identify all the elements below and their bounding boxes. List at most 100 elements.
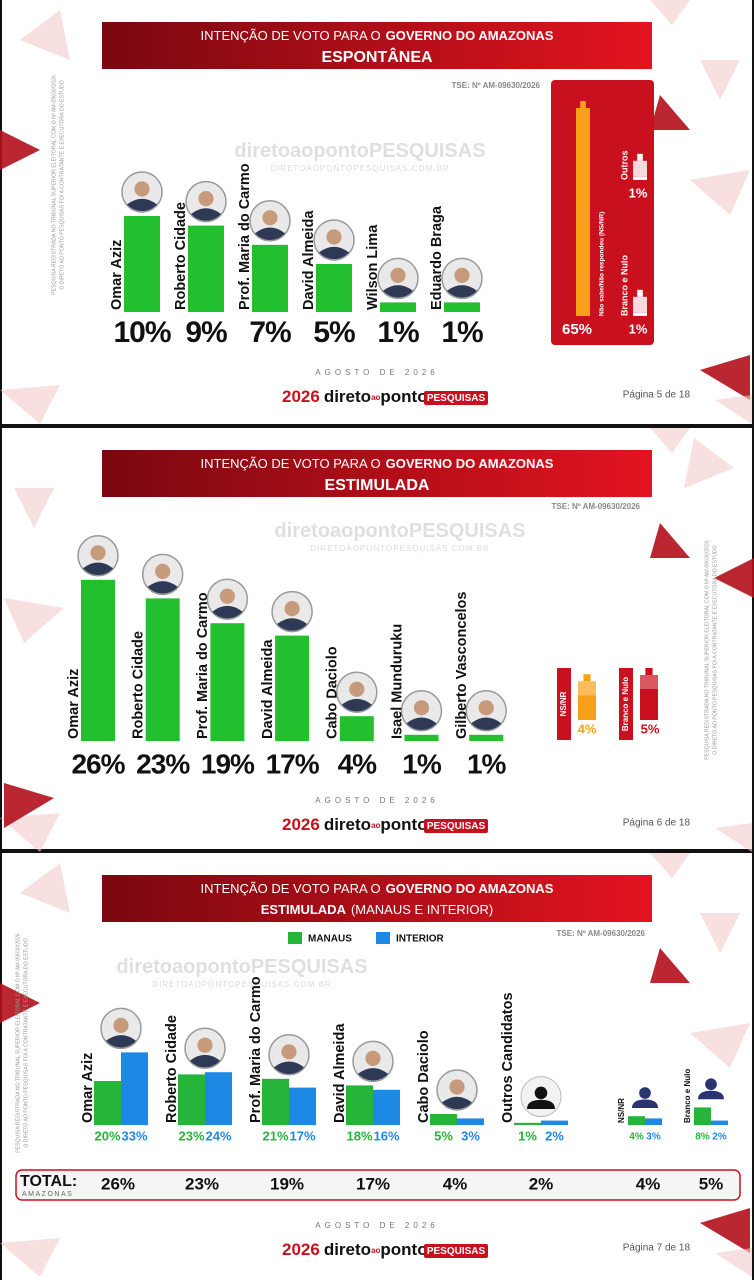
bar bbox=[252, 244, 288, 312]
legal-note: O DIRETO AO PONTO PESQUISAS FOI A CONTRA… bbox=[59, 80, 65, 289]
candidate-photo-body bbox=[212, 605, 243, 619]
decoration bbox=[0, 1238, 60, 1277]
legal-note: PESQUISA REGISTRADA NO TRIBUNAL SUPERIOR… bbox=[15, 933, 21, 1153]
date: AGOSTO DE 2026 bbox=[315, 796, 438, 805]
bar bbox=[145, 598, 180, 741]
watermark-site: DIRETOAOPONTOPESQUISAS.COM.BR bbox=[152, 980, 331, 989]
candidate-photo-head bbox=[197, 1037, 213, 1053]
total-value: 23% bbox=[185, 1174, 219, 1193]
bar bbox=[94, 1081, 121, 1125]
total-value: 2% bbox=[529, 1174, 554, 1193]
side-category: NS/NR bbox=[559, 691, 568, 716]
decoration bbox=[715, 1248, 752, 1277]
header-banner bbox=[102, 22, 652, 69]
candidate-photo-head bbox=[365, 1050, 381, 1066]
category-name: NS/NR bbox=[617, 1098, 626, 1123]
candidate-photo-head bbox=[284, 601, 300, 617]
value-label: 2% bbox=[545, 1128, 564, 1143]
icon-body bbox=[633, 296, 647, 313]
bar bbox=[541, 1120, 568, 1125]
watermark-part: ao bbox=[172, 956, 195, 978]
candidate-name: Gilberto Vasconcelos bbox=[454, 592, 470, 739]
total-value: 4% bbox=[443, 1174, 468, 1193]
bar bbox=[210, 623, 245, 741]
candidate-photo-head bbox=[90, 545, 106, 561]
candidate-photo-head bbox=[390, 267, 406, 283]
side-bar bbox=[578, 695, 596, 720]
value-label: 3% bbox=[461, 1128, 480, 1143]
icon-body bbox=[640, 675, 658, 689]
legal-note: O DIRETO AO PONTO PESQUISAS FOI A CONTRA… bbox=[23, 938, 29, 1147]
watermark-part: PESQUISAS bbox=[251, 956, 368, 978]
category-name: Omar Aziz bbox=[80, 1053, 96, 1123]
decoration bbox=[715, 823, 752, 852]
value-label: 21% bbox=[262, 1128, 288, 1143]
decoration bbox=[700, 60, 740, 100]
legal-note: PESQUISA REGISTRADA NO TRIBUNAL SUPERIOR… bbox=[51, 75, 57, 295]
side-value-label: 5% bbox=[641, 721, 660, 736]
side-bar bbox=[633, 312, 647, 316]
logo: 2026 diretoaoponto bbox=[282, 387, 428, 406]
side-value-label: 1% bbox=[629, 321, 648, 336]
silhouette-head bbox=[639, 1087, 651, 1099]
date: AGOSTO DE 2026 bbox=[315, 368, 438, 377]
candidate-photo-body bbox=[341, 698, 372, 712]
candidate-photo-body bbox=[319, 246, 349, 260]
bar bbox=[711, 1120, 728, 1125]
value-label: 17% bbox=[289, 1128, 315, 1143]
logo-suffix: PESQUISAS bbox=[427, 1246, 486, 1257]
decoration bbox=[650, 853, 690, 878]
candidate-photo-body bbox=[127, 198, 157, 212]
subtitle: ESTIMULADA bbox=[325, 477, 430, 494]
bar bbox=[316, 264, 352, 312]
logo-suffix: PESQUISAS bbox=[427, 821, 486, 832]
decoration bbox=[700, 355, 750, 400]
page-number: Página 7 de 18 bbox=[623, 1243, 691, 1254]
value-label: 16% bbox=[373, 1128, 399, 1143]
category-name: Cabo Daciolo bbox=[416, 1030, 432, 1123]
value-label: 5% bbox=[313, 316, 355, 349]
category-name: Roberto Cidade bbox=[164, 1015, 180, 1123]
bar bbox=[380, 302, 416, 312]
total-value: 5% bbox=[699, 1174, 724, 1193]
decoration bbox=[650, 948, 690, 983]
value-label: 3% bbox=[646, 1132, 661, 1143]
candidate-name: Omar Aziz bbox=[109, 240, 125, 310]
watermark-part: PESQUISAS bbox=[409, 520, 526, 542]
value-label: 4% bbox=[338, 748, 378, 779]
side-category: Não sabe/Não respondeu (NS/NR) bbox=[599, 212, 606, 316]
page-number: Página 6 de 18 bbox=[623, 818, 691, 829]
total-value: 19% bbox=[270, 1174, 304, 1193]
logo-name: direto bbox=[324, 387, 371, 406]
header-title-bold: GOVERNO DO AMAZONAS bbox=[386, 28, 554, 43]
logo-name: ponto bbox=[380, 387, 427, 406]
candidate-photo-head bbox=[281, 1044, 297, 1060]
icon-cap bbox=[583, 674, 591, 682]
logo-badge bbox=[424, 819, 488, 833]
value-label: 8% bbox=[695, 1132, 710, 1143]
candidate-photo-head bbox=[349, 681, 365, 697]
header-title: INTENÇÃO DE VOTO PARA O GOVERNO DO AMAZON… bbox=[201, 456, 554, 471]
value-label: 33% bbox=[121, 1128, 147, 1143]
category-name: David Almeida bbox=[332, 1023, 348, 1123]
candidate-name: Omar Aziz bbox=[66, 669, 82, 739]
side-bar bbox=[640, 689, 658, 720]
candidate-photo-body bbox=[277, 618, 308, 631]
candidate-name: Prof. Maria do Carmo bbox=[195, 592, 211, 739]
header-subtitle: ESTIMULADA bbox=[325, 477, 430, 494]
logo-name: direto bbox=[324, 1240, 371, 1259]
legend-swatch bbox=[288, 932, 302, 944]
icon-body bbox=[578, 681, 596, 696]
candidate-photo-body bbox=[358, 1068, 388, 1081]
bar bbox=[404, 734, 439, 741]
page-number: Página 5 de 18 bbox=[623, 390, 691, 401]
candidate-name: David Almeida bbox=[260, 639, 276, 739]
total-row bbox=[15, 1169, 741, 1201]
value-label: 20% bbox=[94, 1128, 120, 1143]
logo-name: ao bbox=[371, 1246, 380, 1255]
decoration bbox=[684, 438, 734, 488]
header-title-prefix: INTENÇÃO DE VOTO PARA O bbox=[201, 28, 381, 43]
logo-badge bbox=[424, 391, 488, 405]
candidate-name: David Almeida bbox=[301, 210, 317, 310]
value-label: 23% bbox=[178, 1128, 204, 1143]
